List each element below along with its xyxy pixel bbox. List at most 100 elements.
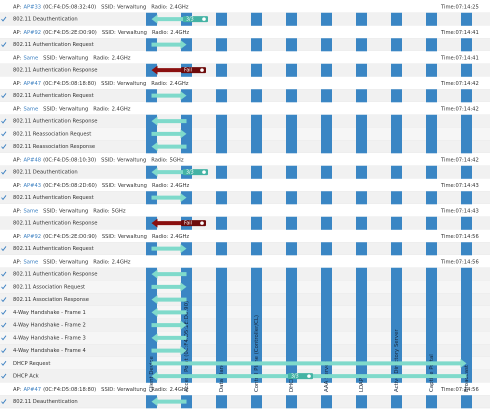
row-bg bbox=[0, 216, 490, 230]
header-field: SSID: bbox=[43, 55, 57, 61]
message: 4-Way Handshake - Frame 2 bbox=[13, 323, 86, 329]
row-bg bbox=[0, 318, 490, 332]
column-bar bbox=[426, 12, 437, 26]
arrow-shaft bbox=[151, 361, 463, 366]
row-bg bbox=[0, 267, 490, 281]
column-bar bbox=[216, 293, 227, 307]
column-bar bbox=[286, 395, 297, 409]
check-icon bbox=[1, 297, 7, 303]
column-bar bbox=[216, 165, 227, 179]
badge-text: 3/3 bbox=[291, 374, 299, 380]
header-field: AP#48 bbox=[23, 157, 41, 163]
header-field: (0C:F4:D5:2E:D0:90) bbox=[43, 233, 97, 239]
column-bar bbox=[251, 12, 262, 26]
column-bar bbox=[286, 344, 297, 358]
ap-header: AP: Same SSID: Verwaltung Radio: 5GHz bbox=[13, 208, 126, 214]
row-bg bbox=[0, 153, 490, 166]
check-icon bbox=[1, 348, 7, 354]
time: Time:07:14:41 bbox=[440, 55, 479, 61]
column-bar bbox=[216, 89, 227, 103]
message: 802.11 Authentication Response bbox=[13, 119, 97, 125]
header-field: Radio: bbox=[152, 29, 169, 35]
header-field: SSID: bbox=[43, 106, 57, 112]
header-field: SSID: bbox=[43, 208, 57, 214]
header-field: Verwaltung bbox=[117, 386, 146, 392]
column-bar bbox=[426, 114, 437, 128]
header-field: AP: bbox=[13, 157, 22, 163]
arrow-shaft bbox=[155, 119, 187, 124]
column-bar bbox=[251, 306, 262, 320]
arrow-head bbox=[180, 91, 187, 101]
header-field: Same bbox=[23, 208, 38, 214]
column-bar bbox=[251, 267, 262, 281]
message: 802.11 Authentication Response bbox=[13, 221, 97, 227]
time: Time:07:14:41 bbox=[440, 29, 479, 35]
badge-icon bbox=[307, 374, 311, 378]
row-bg bbox=[0, 178, 490, 192]
time: Time:07:14:43 bbox=[440, 208, 479, 214]
column-bar bbox=[391, 242, 402, 256]
check-icon bbox=[1, 16, 7, 22]
column-bar bbox=[461, 191, 472, 205]
column-bar bbox=[146, 369, 157, 383]
header-field: Same bbox=[23, 106, 38, 112]
column-bar bbox=[391, 318, 402, 332]
ap-header: AP: AP#92 (0C:F4:D5:2E:D0:90) SSID: Verwaltu… bbox=[13, 29, 189, 35]
header-field: 5GHz bbox=[170, 157, 184, 163]
check-icon bbox=[1, 195, 7, 201]
time-label: Time: bbox=[440, 55, 456, 61]
time-value: 07:14:25 bbox=[455, 4, 478, 10]
column-bar bbox=[461, 127, 472, 141]
column-bar bbox=[426, 63, 437, 77]
column-bar bbox=[426, 38, 437, 52]
column-bar bbox=[426, 395, 437, 409]
message: 4-Way Handshake - Frame 3 bbox=[13, 335, 86, 341]
column-bar bbox=[461, 140, 472, 154]
row-bg bbox=[0, 229, 490, 243]
header-field: 2.4GHz bbox=[170, 233, 189, 239]
column-bar bbox=[146, 331, 157, 345]
message: 4-Way Handshake - Frame 4 bbox=[13, 348, 86, 354]
check-icon bbox=[1, 118, 7, 124]
column-bar bbox=[356, 216, 367, 230]
column-bar bbox=[181, 344, 192, 358]
column-bar bbox=[426, 191, 437, 205]
check-icon bbox=[1, 93, 7, 99]
header-field: (0C:F4:D5:08:32:40) bbox=[43, 4, 96, 10]
arrow-head bbox=[151, 371, 158, 381]
column-bar bbox=[426, 293, 437, 307]
column-bar bbox=[216, 242, 227, 256]
arrow-head bbox=[151, 333, 158, 343]
column-bar bbox=[391, 331, 402, 345]
column-bar bbox=[216, 216, 227, 230]
time-label: Time: bbox=[440, 259, 456, 265]
arrow-head bbox=[151, 167, 158, 177]
row-bg bbox=[0, 38, 490, 51]
column-bar bbox=[251, 344, 262, 358]
column-bar bbox=[461, 318, 472, 332]
column-bar bbox=[461, 38, 472, 52]
header-field: Verwaltung bbox=[118, 29, 147, 35]
column-bar bbox=[356, 331, 367, 345]
column-bar bbox=[321, 395, 332, 409]
header-field: AP#92 bbox=[23, 233, 41, 239]
message: 802.11 Authentication Request bbox=[13, 42, 94, 48]
header-field: AP: bbox=[13, 4, 22, 10]
header-field: 2.4GHz bbox=[170, 386, 189, 392]
message: DHCP Ack bbox=[13, 374, 39, 380]
column-bar bbox=[286, 293, 297, 307]
column-bar bbox=[426, 306, 437, 320]
column-bar bbox=[356, 114, 367, 128]
column-bar bbox=[251, 191, 262, 205]
column-bar bbox=[356, 280, 367, 294]
ap-header: AP: AP#43 (0C:F4:D5:08:2D:60) SSID: Verwaltu… bbox=[13, 182, 189, 188]
arrow-shaft bbox=[155, 17, 187, 22]
column-bar bbox=[216, 318, 227, 332]
header-field: (0C:F4:D5:08:2D:60) bbox=[43, 182, 97, 188]
header-field: Verwaltung bbox=[59, 208, 88, 214]
header-field: Verwaltung bbox=[117, 4, 146, 10]
column-bar bbox=[321, 216, 332, 230]
column-bar bbox=[426, 318, 437, 332]
column-bar bbox=[321, 12, 332, 26]
column-bar bbox=[286, 331, 297, 345]
